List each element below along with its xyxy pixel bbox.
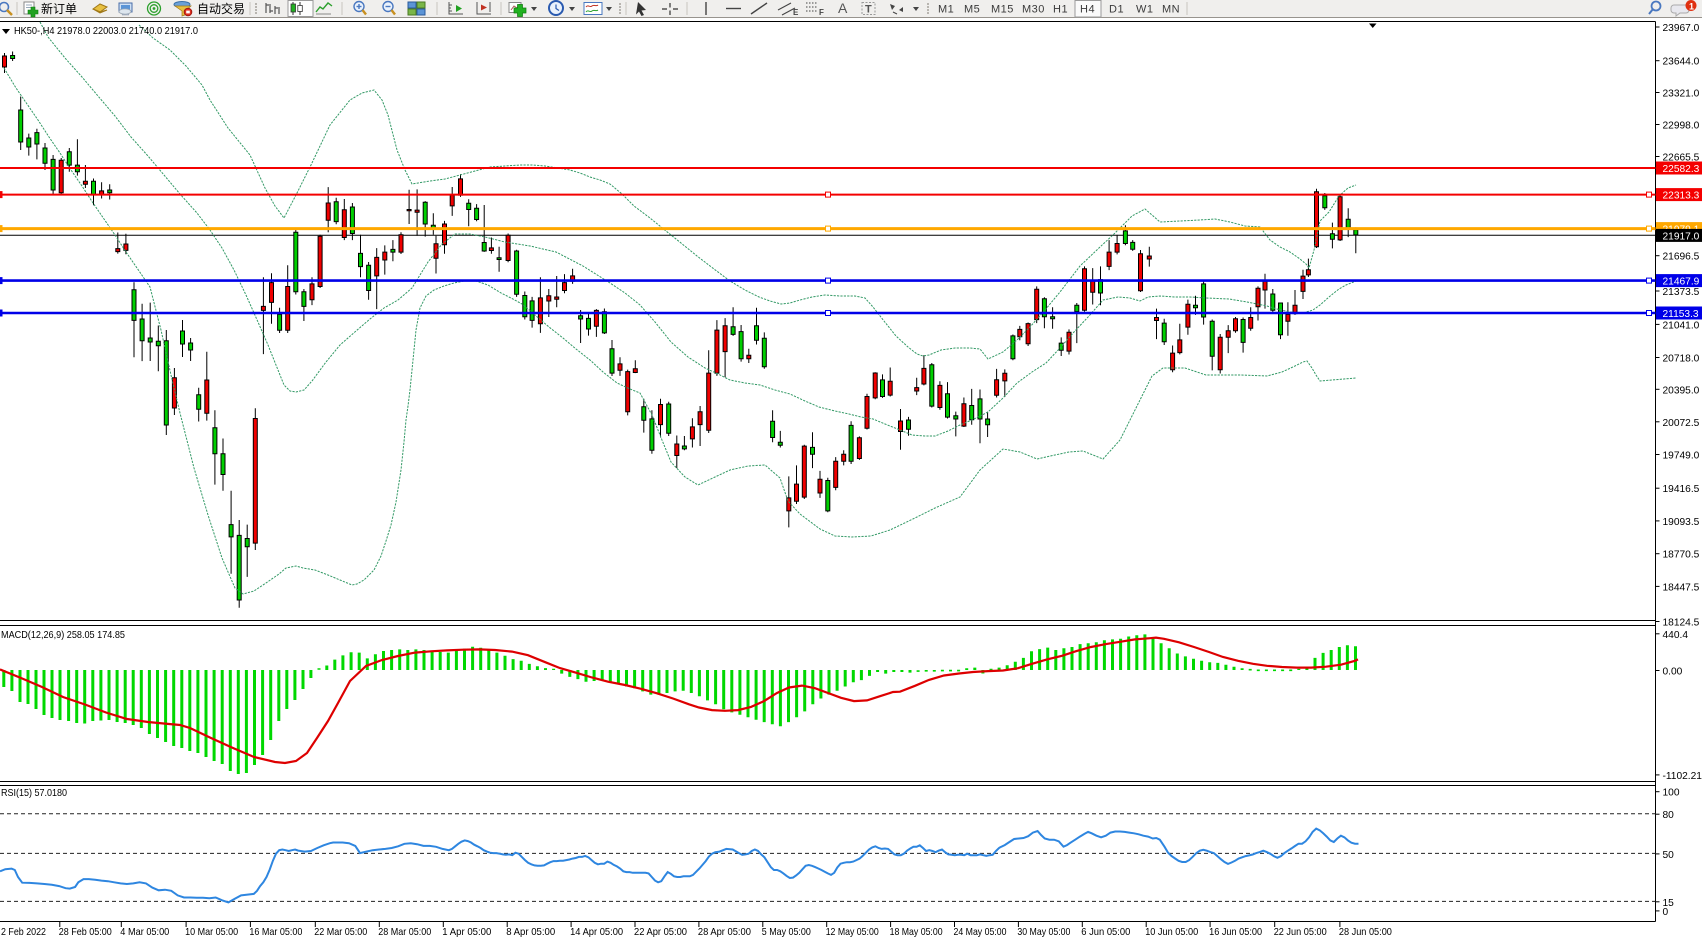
- svg-text:22998.0: 22998.0: [1663, 121, 1700, 132]
- svg-text:0: 0: [1663, 907, 1669, 918]
- svg-text:21041.0: 21041.0: [1663, 320, 1700, 331]
- svg-text:H1: H1: [1053, 4, 1068, 16]
- svg-text:14 Apr 05:00: 14 Apr 05:00: [570, 927, 623, 938]
- svg-text:50: 50: [1663, 850, 1675, 861]
- svg-text:22665.5: 22665.5: [1663, 153, 1700, 164]
- svg-text:D1: D1: [1109, 4, 1124, 16]
- svg-text:M5: M5: [964, 4, 980, 16]
- svg-text:E: E: [793, 8, 799, 17]
- svg-text:M30: M30: [1022, 4, 1045, 16]
- svg-text:28 Mar 05:00: 28 Mar 05:00: [378, 927, 431, 938]
- svg-text:MN: MN: [1162, 4, 1180, 16]
- svg-text:19749.0: 19749.0: [1663, 451, 1700, 462]
- svg-text:10 Jun 05:00: 10 Jun 05:00: [1145, 927, 1198, 938]
- svg-text:28 Apr 05:00: 28 Apr 05:00: [698, 927, 751, 938]
- svg-text:M1: M1: [938, 4, 954, 16]
- svg-text:24 May 05:00: 24 May 05:00: [954, 927, 1007, 938]
- svg-text:T: T: [865, 4, 872, 16]
- svg-text:22313.3: 22313.3: [1663, 191, 1700, 202]
- svg-text:18 May 05:00: 18 May 05:00: [890, 927, 943, 938]
- svg-text:15: 15: [1663, 898, 1675, 909]
- svg-text:21373.5: 21373.5: [1663, 287, 1700, 298]
- svg-text:23967.0: 23967.0: [1663, 23, 1700, 34]
- svg-text:28 Jun 05:00: 28 Jun 05:00: [1339, 927, 1392, 938]
- svg-text:5 May 05:00: 5 May 05:00: [762, 927, 811, 938]
- svg-text:-1102.21: -1102.21: [1663, 771, 1702, 782]
- svg-text:18770.5: 18770.5: [1663, 550, 1700, 561]
- svg-text:18124.5: 18124.5: [1663, 618, 1700, 629]
- svg-text:新订单: 新订单: [41, 1, 77, 16]
- svg-text:21467.9: 21467.9: [1663, 277, 1700, 288]
- svg-text:10 Mar 05:00: 10 Mar 05:00: [185, 927, 238, 938]
- svg-text:80: 80: [1663, 810, 1675, 821]
- svg-text:20072.5: 20072.5: [1663, 418, 1700, 429]
- svg-text:M15: M15: [991, 4, 1014, 16]
- svg-text:440.4: 440.4: [1663, 630, 1689, 641]
- svg-text:18447.5: 18447.5: [1663, 582, 1700, 593]
- svg-text:A: A: [838, 0, 848, 16]
- svg-text:1: 1: [1689, 2, 1694, 12]
- svg-text:19093.5: 19093.5: [1663, 517, 1700, 528]
- svg-text:16 Mar 05:00: 16 Mar 05:00: [249, 927, 302, 938]
- svg-text:20395.0: 20395.0: [1663, 385, 1700, 396]
- svg-text:2 Feb 2022: 2 Feb 2022: [1, 927, 46, 938]
- svg-text:4 Mar 05:00: 4 Mar 05:00: [120, 927, 169, 938]
- svg-text:自动交易: 自动交易: [197, 1, 245, 16]
- svg-text:8 Apr 05:00: 8 Apr 05:00: [506, 927, 555, 938]
- svg-text:23644.0: 23644.0: [1663, 57, 1700, 68]
- svg-text:23321.0: 23321.0: [1663, 89, 1700, 100]
- svg-text:30 May 05:00: 30 May 05:00: [1017, 927, 1070, 938]
- svg-text:6 Jun 05:00: 6 Jun 05:00: [1081, 927, 1130, 938]
- svg-text:W1: W1: [1136, 4, 1154, 16]
- svg-text:21696.5: 21696.5: [1663, 252, 1700, 263]
- svg-text:HK50-,H4 21978.0 22003.0 2174: HK50-,H4 21978.0 22003.0 21740.0 21917.0: [14, 26, 198, 37]
- svg-text:19416.5: 19416.5: [1663, 484, 1700, 495]
- svg-text:20718.0: 20718.0: [1663, 354, 1700, 365]
- svg-text:28 Feb 05:00: 28 Feb 05:00: [59, 927, 112, 938]
- svg-text:22582.3: 22582.3: [1663, 164, 1700, 175]
- svg-text:22 Apr 05:00: 22 Apr 05:00: [634, 927, 687, 938]
- svg-text:21153.3: 21153.3: [1663, 309, 1699, 320]
- svg-text:21917.0: 21917.0: [1663, 231, 1700, 242]
- svg-text:100: 100: [1663, 788, 1680, 799]
- svg-text:RSI(15) 57.0180: RSI(15) 57.0180: [1, 788, 67, 799]
- svg-text:22 Jun 05:00: 22 Jun 05:00: [1274, 927, 1327, 938]
- svg-text:1 Apr 05:00: 1 Apr 05:00: [442, 927, 491, 938]
- svg-text:H4: H4: [1080, 4, 1095, 16]
- svg-text:16 Jun 05:00: 16 Jun 05:00: [1209, 927, 1262, 938]
- svg-text:0.00: 0.00: [1663, 667, 1683, 678]
- svg-text:MACD(12,26,9) 258.05 174.85: MACD(12,26,9) 258.05 174.85: [1, 630, 125, 641]
- svg-text:22 Mar 05:00: 22 Mar 05:00: [314, 927, 367, 938]
- svg-text:F: F: [819, 8, 824, 17]
- svg-text:12 May 05:00: 12 May 05:00: [826, 927, 879, 938]
